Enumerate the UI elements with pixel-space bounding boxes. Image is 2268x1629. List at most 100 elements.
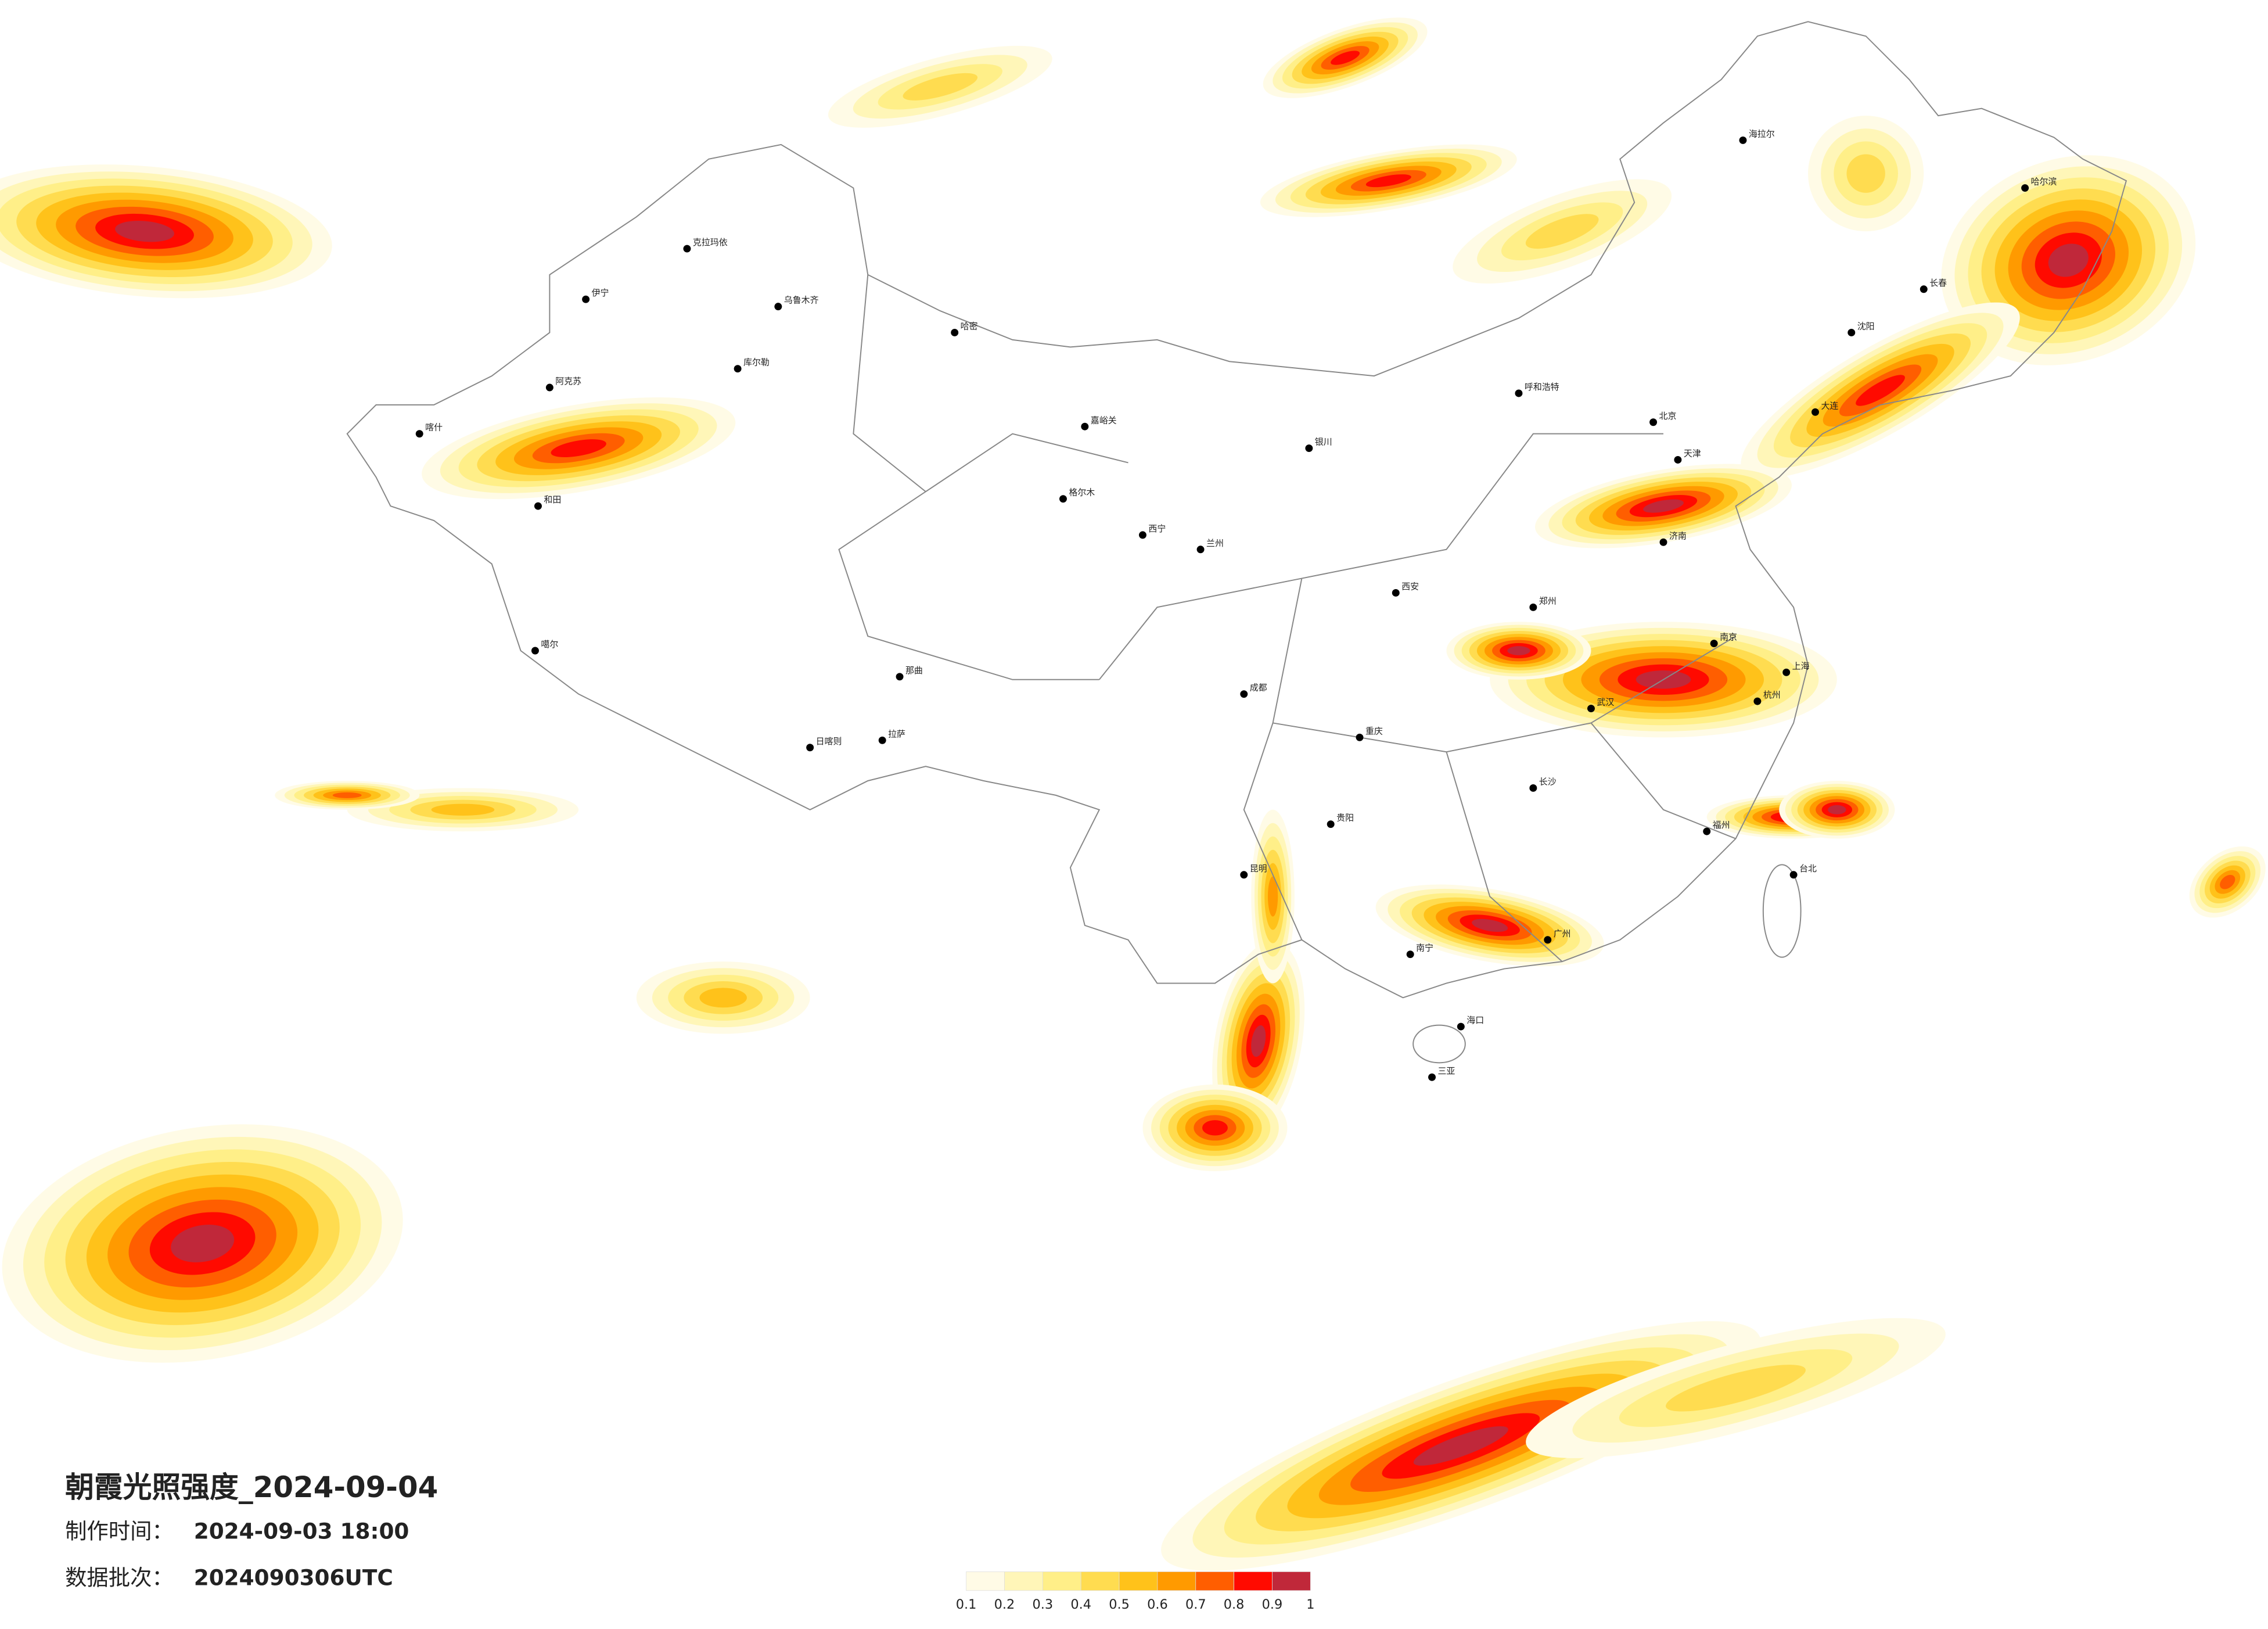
intensity-patch: [332, 792, 362, 798]
legend-swatch: [966, 1571, 1005, 1591]
intensity-patch: [2048, 243, 2089, 277]
made-time: 2024-09-03 18:00: [194, 1519, 409, 1544]
city-label: 武汉: [1597, 697, 1614, 708]
city-dot: [806, 744, 814, 752]
city-label: 南京: [1720, 632, 1737, 643]
intensity-patch: [1846, 154, 1885, 193]
city-label: 哈密: [961, 321, 978, 331]
city-dot: [1659, 538, 1667, 546]
intensity-patch: [1666, 1365, 1806, 1412]
city-label: 成都: [1250, 683, 1267, 693]
city-label: 南宁: [1416, 943, 1433, 953]
intensity-patch: [551, 439, 606, 458]
intensity-patch: [1365, 174, 1411, 188]
city-label: 日喀则: [816, 736, 842, 747]
legend-swatch: [1195, 1571, 1234, 1591]
taiwan: [1762, 864, 1802, 958]
city-label: 昆明: [1250, 863, 1267, 874]
city-dot: [1710, 640, 1718, 648]
city-label: 海口: [1467, 1015, 1484, 1025]
city-dot: [1789, 871, 1798, 879]
city-label: 西宁: [1148, 523, 1166, 534]
legend-swatch: [1272, 1571, 1311, 1591]
city-dot: [774, 303, 782, 311]
city-dot: [415, 430, 423, 438]
city-dot: [1920, 285, 1928, 293]
batch-label: 数据批次：: [65, 1565, 174, 1590]
legend-tick-label: 0.9: [1262, 1597, 1283, 1612]
city-dot: [1674, 455, 1682, 464]
city-label: 伊宁: [592, 288, 609, 298]
city-dot: [951, 328, 959, 336]
city-label: 呼和浩特: [1525, 382, 1559, 392]
intensity-patch: [1331, 51, 1360, 65]
city-label: 喀什: [425, 422, 443, 433]
city-label: 银川: [1315, 437, 1332, 447]
city-label: 郑州: [1539, 595, 1557, 606]
city-label: 长沙: [1539, 776, 1557, 787]
city-dot: [1428, 1073, 1436, 1081]
city-label: 天津: [1684, 448, 1701, 459]
city-dot: [1649, 418, 1658, 426]
city-label: 北京: [1659, 411, 1677, 421]
city-dot: [683, 245, 691, 253]
city-label: 那曲: [905, 665, 923, 676]
city-label: 克拉玛依: [693, 237, 728, 247]
legend-tick-label: 0.7: [1185, 1597, 1206, 1612]
intensity-patch: [1267, 876, 1278, 917]
legend-tick-label: 0.2: [994, 1597, 1015, 1612]
intensity-patch: [1472, 918, 1508, 932]
city-label: 大连: [1821, 400, 1838, 411]
city-label: 济南: [1669, 530, 1687, 541]
city-dot: [534, 502, 542, 510]
intensity-patch: [431, 803, 495, 816]
legend-tick-label: 0.3: [1033, 1597, 1054, 1612]
city-dot: [1782, 668, 1791, 676]
city-dot: [896, 673, 904, 681]
city-dot: [1305, 444, 1313, 453]
legend-swatch: [1042, 1571, 1081, 1591]
batch: 2024090306UTC: [194, 1565, 393, 1590]
legend-tick-label: 0.5: [1109, 1597, 1130, 1612]
intensity-patch: [1202, 1120, 1228, 1136]
city-dot: [1848, 328, 1856, 336]
city-dot: [1356, 733, 1364, 741]
city-dot: [1240, 871, 1248, 879]
city-label: 上海: [1792, 661, 1810, 671]
city-dot: [531, 647, 539, 655]
legend-swatch: [1157, 1571, 1196, 1591]
intensity-patch: [1525, 214, 1599, 249]
city-label: 兰州: [1206, 538, 1224, 548]
city-label: 福州: [1713, 820, 1730, 830]
intensity-patch: [699, 988, 747, 1008]
city-label: 噶尔: [541, 639, 558, 650]
legend-tick-label: 0.4: [1070, 1597, 1091, 1612]
city-label: 库尔勒: [743, 357, 770, 368]
hainan: [1412, 1024, 1466, 1064]
city-dot: [1515, 389, 1523, 397]
city-dot: [1739, 136, 1747, 144]
city-dot: [1544, 936, 1552, 944]
city-dot: [1587, 705, 1595, 713]
country-outline: [346, 21, 2127, 999]
city-dot: [1753, 697, 1762, 705]
city-label: 格尔木: [1069, 487, 1095, 498]
intensity-patch: [2220, 874, 2235, 889]
city-label: 嘉峪关: [1091, 415, 1117, 425]
city-dot: [1529, 603, 1537, 611]
legend-tick-label: 0.8: [1224, 1597, 1245, 1612]
city-dot: [734, 365, 742, 373]
city-label: 杭州: [1763, 690, 1781, 700]
city-dot: [545, 383, 553, 392]
city-dot: [1703, 827, 1711, 835]
city-dot: [2021, 184, 2029, 192]
city-dot: [1529, 784, 1537, 792]
legend-swatch: [1234, 1571, 1273, 1591]
city-label: 长春: [1929, 278, 1947, 288]
city-label: 拉萨: [888, 729, 905, 739]
city-dot: [1406, 950, 1414, 959]
city-dot: [1196, 546, 1205, 554]
city-label: 乌鲁木齐: [784, 295, 819, 306]
